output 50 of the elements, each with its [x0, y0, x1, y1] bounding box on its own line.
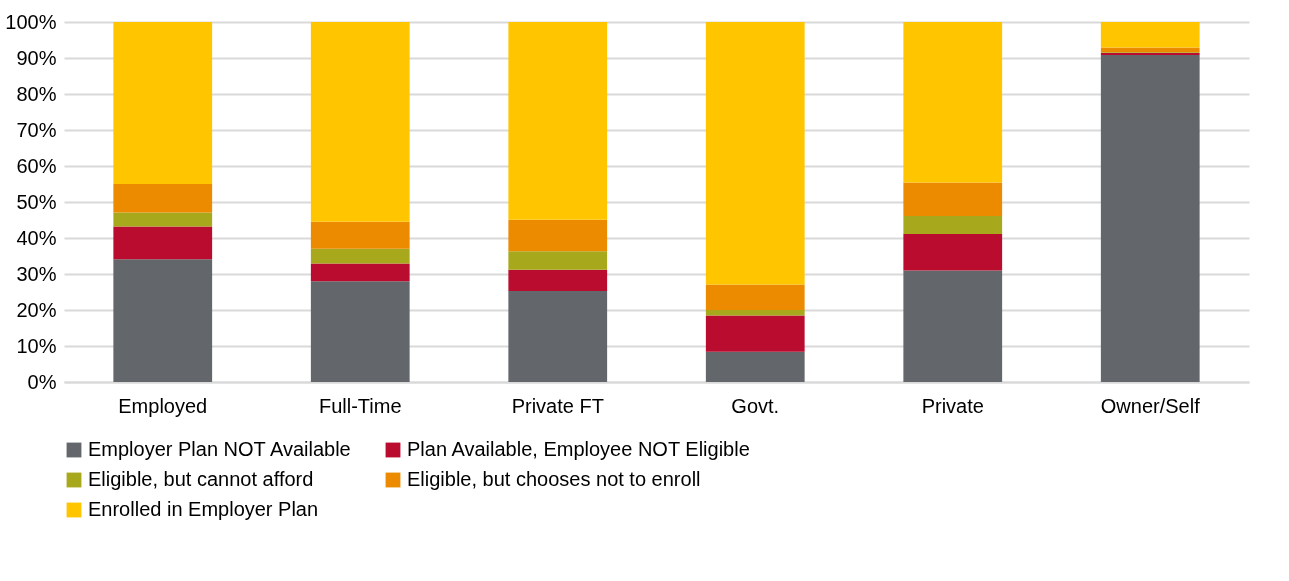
x-tick-label: Owner/Self — [1100, 394, 1201, 417]
bar — [705, 315, 805, 352]
bar — [310, 221, 410, 249]
bar — [903, 216, 1003, 235]
y-tick-label: 20% — [16, 298, 57, 321]
bar — [113, 212, 213, 227]
y-tick-label: 10% — [16, 334, 57, 357]
bar — [310, 263, 410, 282]
bar — [113, 259, 213, 382]
y-tick-label: 80% — [16, 82, 57, 105]
bar — [903, 22, 1003, 183]
bar — [310, 281, 410, 382]
bar — [705, 22, 805, 285]
y-tick-label: 40% — [16, 226, 57, 249]
bar — [508, 22, 608, 220]
x-tick-label: Private — [921, 394, 984, 417]
x-tick-label: Private FT — [511, 394, 604, 417]
legend-label: Eligible, but chooses not to enroll — [407, 468, 701, 490]
y-tick-label: 0% — [27, 370, 57, 393]
bar — [1100, 22, 1200, 48]
bar — [113, 226, 213, 260]
bar — [705, 284, 805, 310]
bar — [310, 248, 410, 264]
bar — [705, 351, 805, 382]
x-tick-label: Govt. — [731, 394, 780, 417]
bar — [113, 22, 213, 184]
y-tick-label: 90% — [16, 46, 57, 69]
bar — [903, 234, 1003, 271]
legend-label: Plan Available, Employee NOT Eligible — [407, 438, 750, 460]
y-tick-label: 60% — [16, 154, 57, 177]
x-tick-label: Employed — [118, 394, 208, 417]
y-tick-label: 100% — [5, 10, 57, 33]
bar — [903, 182, 1003, 217]
bar — [508, 251, 608, 270]
legend-label: Employer Plan NOT Available — [88, 438, 351, 460]
bar — [508, 219, 608, 252]
bar — [310, 22, 410, 222]
y-tick-label: 50% — [16, 190, 57, 213]
legend-label: Enrolled in Employer Plan — [88, 498, 319, 520]
y-tick-label: 30% — [16, 262, 57, 285]
bar — [508, 290, 608, 382]
bar — [903, 270, 1003, 382]
x-tick-label: Full-Time — [318, 394, 402, 417]
bar — [1100, 47, 1200, 53]
bar — [508, 269, 608, 291]
bar — [705, 310, 805, 316]
y-tick-label: 70% — [16, 118, 57, 141]
bar — [113, 184, 213, 213]
legend-label: Eligible, but cannot afford — [88, 468, 314, 490]
bar — [1100, 55, 1200, 382]
